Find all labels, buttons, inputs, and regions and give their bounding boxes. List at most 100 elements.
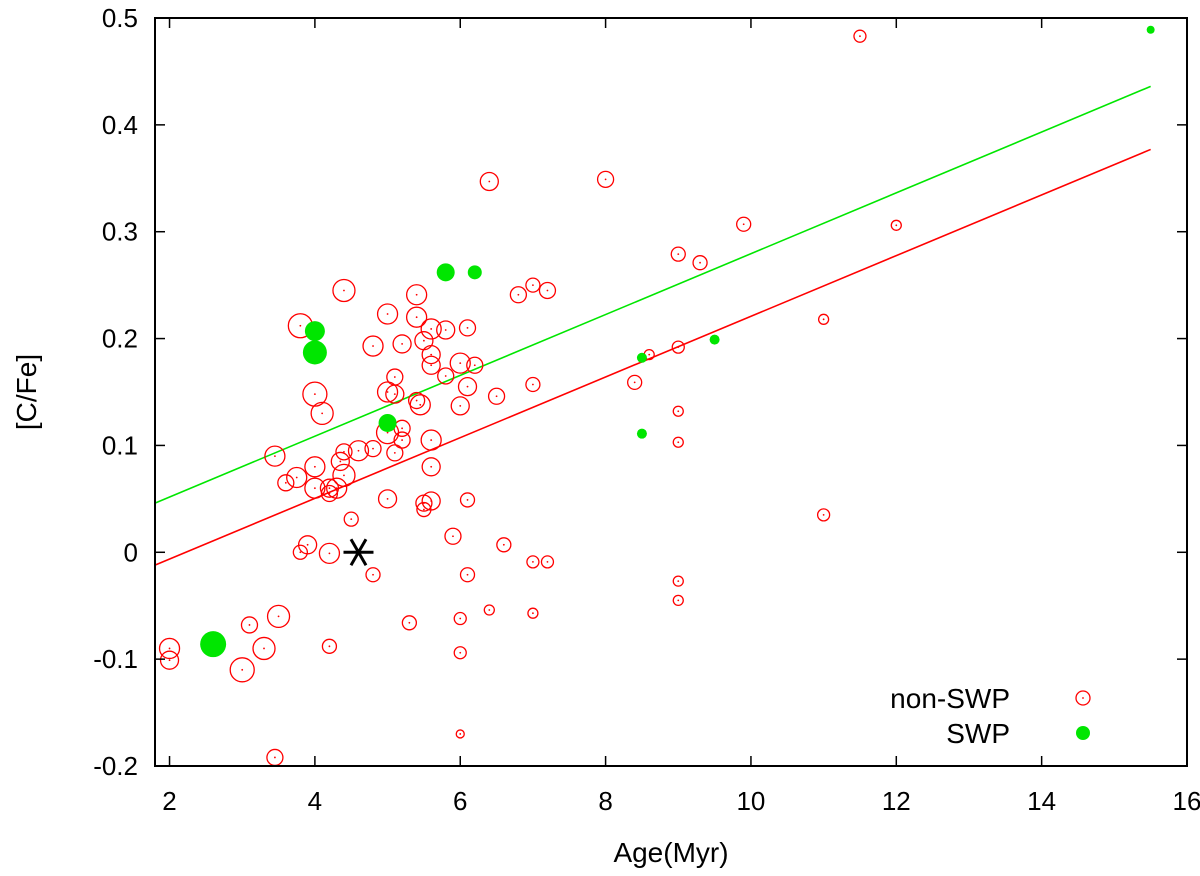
point-non-swp-center [488, 609, 491, 611]
point-non-swp [364, 439, 382, 458]
point-non-swp-center [241, 668, 244, 671]
sun-asterisk-stroke [349, 538, 368, 567]
point-non-swp-center [393, 452, 396, 454]
legend-marker-swp [1076, 726, 1090, 740]
point-non-swp-center [495, 395, 498, 398]
point-non-swp-center [430, 364, 433, 367]
point-non-swp-center [295, 476, 298, 479]
x-tick-label: 6 [453, 786, 467, 816]
point-non-swp [437, 367, 455, 385]
point-non-swp [376, 381, 399, 403]
point-non-swp [362, 335, 384, 357]
point-non-swp-center [401, 427, 403, 430]
point-non-swp [264, 445, 286, 467]
point-swp [467, 265, 482, 280]
point-non-swp-center [343, 450, 345, 453]
point-non-swp [540, 555, 555, 569]
point-non-swp-center [859, 35, 861, 38]
point-non-swp-center [168, 647, 171, 650]
point-swp [302, 340, 327, 365]
x-tick-label: 16 [1173, 786, 1200, 816]
y-tick-label: 0.5 [102, 3, 138, 33]
point-non-swp-center [430, 500, 433, 502]
point-non-swp [890, 219, 902, 231]
point-non-swp [343, 511, 359, 527]
point-non-swp [459, 567, 476, 583]
point-non-swp [817, 313, 830, 325]
point-swp [436, 263, 455, 282]
point-non-swp [479, 171, 499, 192]
point-swp [378, 413, 397, 432]
point-non-swp [310, 401, 334, 426]
point-non-swp [466, 356, 484, 374]
point-non-swp [453, 611, 467, 626]
point-non-swp-center [633, 381, 636, 384]
point-non-swp [407, 391, 426, 410]
point-non-swp-center [517, 293, 520, 296]
point-non-swp-center [393, 376, 396, 378]
point-non-swp-center [328, 487, 331, 490]
point-non-swp-center [248, 624, 251, 626]
point-non-swp-center [423, 508, 425, 511]
point-non-swp-center [699, 261, 701, 264]
legend-label-swp: SWP [946, 718, 1010, 749]
point-non-swp-center [415, 399, 418, 402]
point-non-swp-center [444, 375, 447, 377]
point-non-swp-center [423, 339, 425, 342]
point-non-swp-center [401, 439, 403, 441]
point-non-swp [286, 466, 308, 489]
point-non-swp [159, 650, 180, 670]
point-non-swp [496, 537, 512, 553]
x-tick-label: 14 [1027, 786, 1056, 816]
point-non-swp [509, 286, 528, 304]
point-non-swp-center [502, 543, 505, 546]
point-non-swp-center [328, 552, 331, 555]
y-tick-label: 0 [124, 537, 138, 567]
point-non-swp-center [444, 329, 447, 331]
point-non-swp [436, 320, 456, 340]
point-non-swp-center [532, 612, 534, 615]
legend-label-non-swp: non-SWP [890, 683, 1010, 714]
point-non-swp [335, 443, 353, 461]
x-tick-label: 4 [308, 786, 322, 816]
point-non-swp-center [466, 499, 469, 501]
point-non-swp [736, 216, 752, 232]
point-non-swp-center [430, 353, 433, 356]
legend-marker-non-swp-center [1082, 697, 1084, 699]
point-non-swp-center [452, 535, 454, 538]
point-non-swp [421, 457, 441, 477]
point-non-swp [421, 344, 441, 365]
point-non-swp [453, 646, 467, 660]
fit-lines-layer [154, 85, 1151, 566]
point-non-swp [302, 381, 328, 407]
point-swp [200, 631, 227, 658]
point-non-swp-center [473, 364, 476, 367]
point-non-swp-center [284, 481, 287, 484]
point-non-swp-center [328, 645, 331, 648]
point-non-swp [347, 440, 370, 462]
point-non-swp [444, 527, 462, 545]
y-tick-label: -0.1 [93, 644, 138, 674]
point-non-swp [292, 544, 309, 560]
point-swp [636, 428, 647, 439]
point-non-swp-center [459, 733, 462, 735]
point-non-swp-center [274, 756, 276, 759]
point-non-swp-center [488, 180, 491, 183]
point-non-swp [670, 246, 686, 262]
point-non-swp [527, 607, 539, 619]
point-non-swp-center [343, 474, 345, 477]
point-non-swp-center [466, 385, 469, 388]
point-non-swp [672, 575, 684, 587]
point-non-swp-center [822, 513, 825, 516]
point-non-swp [158, 637, 181, 660]
ticks-layer [155, 17, 1188, 767]
point-non-swp [321, 638, 338, 654]
point-non-swp-center [343, 289, 345, 292]
point-non-swp-center [604, 178, 607, 181]
point-non-swp-center [546, 561, 549, 563]
point-non-swp [450, 396, 470, 416]
point-non-swp [421, 491, 441, 511]
point-non-swp [297, 535, 318, 555]
sun-marker-layer [343, 538, 374, 567]
